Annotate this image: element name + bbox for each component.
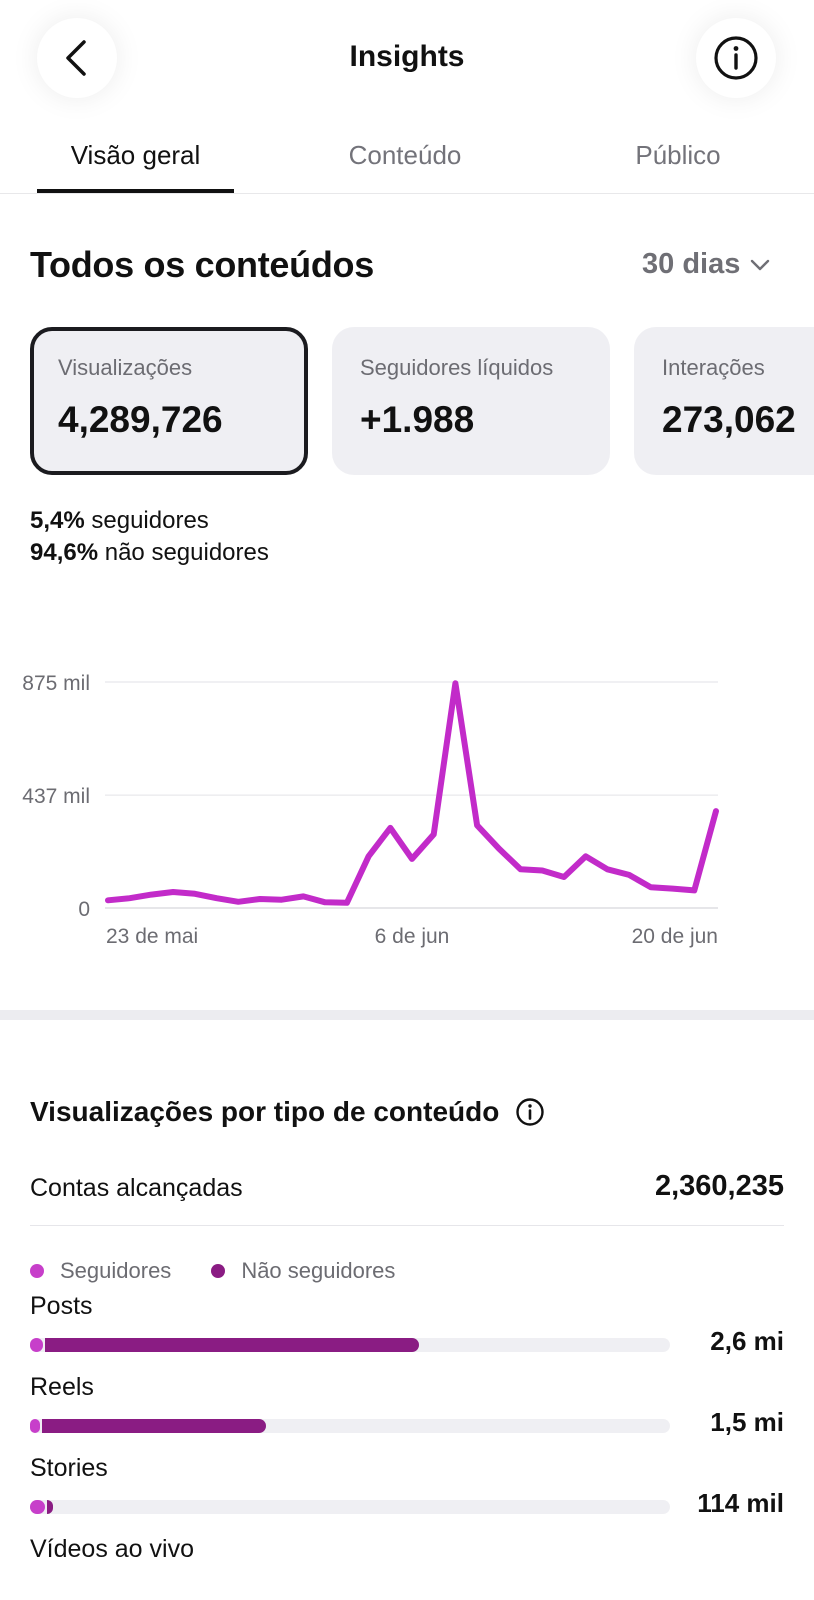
bar-label: Posts — [30, 1292, 93, 1320]
bar-track — [30, 1500, 670, 1514]
x-tick-label: 23 de mai — [106, 925, 198, 948]
accounts-reached-value: 2,360,235 — [654, 1170, 784, 1202]
metric-label: Seguidores líquidos — [360, 355, 554, 380]
chevron-left-icon — [66, 40, 86, 76]
active-tab-indicator — [37, 189, 234, 193]
legend-label: Não seguidores — [241, 1258, 396, 1283]
metric-value: 4,289,726 — [58, 399, 223, 440]
bar-segment-nonfollowers — [44, 1338, 420, 1352]
period-label: 30 dias — [642, 248, 741, 280]
legend-item-nonfollowers: Não seguidores — [211, 1258, 395, 1284]
metric-card-views[interactable]: Visualizações 4,289,726 — [30, 327, 308, 475]
bar-value: 1,5 mi — [710, 1407, 784, 1437]
metric-card-net-followers[interactable]: Seguidores líquidos +1.988 — [332, 327, 610, 475]
legend-item-followers: Seguidores — [30, 1258, 171, 1284]
split-followers: 5,4% seguidores — [30, 507, 209, 534]
accounts-reached-row: Contas alcançadas 2,360,235 — [30, 1170, 784, 1226]
tab-bar: Visão geral Conteúdo Público — [0, 130, 814, 194]
legend-dot-followers — [30, 1264, 44, 1278]
bar-label: Reels — [30, 1373, 94, 1401]
bar-row-posts: Posts 2,6 mi — [30, 1292, 784, 1372]
bar-row-stories: Stories 114 mil — [30, 1454, 784, 1534]
period-selector[interactable]: 30 dias — [642, 248, 770, 281]
bar-row-live-videos: Vídeos ao vivo — [30, 1535, 784, 1595]
bar-segment-followers — [30, 1338, 43, 1352]
y-tick-label: 875 mil — [22, 672, 90, 695]
accounts-reached-label: Contas alcançadas — [30, 1174, 243, 1202]
bar-segment-nonfollowers — [42, 1419, 266, 1433]
tab-audience[interactable]: Público — [635, 140, 721, 170]
top-bar: Insights — [0, 0, 814, 120]
bar-label: Stories — [30, 1454, 108, 1482]
breakdown-title-text: Visualizações por tipo de conteúdo — [30, 1096, 500, 1127]
chevron-down-icon — [751, 259, 770, 270]
tab-overview[interactable]: Visão geral — [70, 140, 201, 170]
metric-label: Interações — [662, 355, 765, 380]
bar-value: 114 mil — [697, 1488, 784, 1518]
bar-value: 2,6 mi — [710, 1326, 784, 1356]
info-button[interactable] — [696, 18, 776, 98]
audience-split: 5,4% seguidores 94,6% não seguidores — [30, 505, 269, 569]
legend-dot-nonfollowers — [211, 1264, 226, 1278]
metric-label: Visualizações — [58, 355, 193, 380]
split-nonfollowers: 94,6% não seguidores — [30, 539, 269, 566]
metric-value: 273,062 — [662, 399, 796, 440]
bar-segment-nonfollowers — [46, 1500, 54, 1514]
section-divider — [0, 1010, 814, 1020]
y-tick-label: 0 — [78, 898, 90, 921]
legend-label: Seguidores — [60, 1258, 172, 1283]
back-button[interactable] — [37, 18, 117, 98]
section-title: Todos os conteúdos — [30, 244, 374, 285]
bar-track — [30, 1419, 670, 1433]
legend: Seguidores Não seguidores — [30, 1258, 435, 1284]
bar-segment-followers — [30, 1419, 40, 1433]
bar-label: Vídeos ao vivo — [30, 1535, 194, 1563]
page-title: Insights — [349, 40, 465, 73]
bar-segment-followers — [30, 1500, 45, 1514]
x-tick-label: 6 de jun — [375, 925, 450, 948]
y-tick-label: 437 mil — [22, 785, 90, 808]
tab-content[interactable]: Conteúdo — [348, 140, 462, 170]
info-circle-icon[interactable] — [515, 1097, 545, 1127]
metric-value: +1.988 — [360, 399, 475, 440]
views-series-line — [105, 680, 719, 906]
info-circle-icon — [714, 36, 758, 80]
views-line-chart: 875 mil 437 mil 0 23 de mai 6 de jun 20 de ju… — [22, 672, 719, 948]
metric-card-interactions[interactable]: Interações 273,062 — [634, 327, 814, 475]
breakdown-title: Visualizações por tipo de conteúdo — [30, 1096, 545, 1128]
bar-row-reels: Reels 1,5 mi — [30, 1373, 784, 1453]
bar-track — [30, 1338, 670, 1352]
x-tick-label: 20 de jun — [632, 925, 718, 948]
